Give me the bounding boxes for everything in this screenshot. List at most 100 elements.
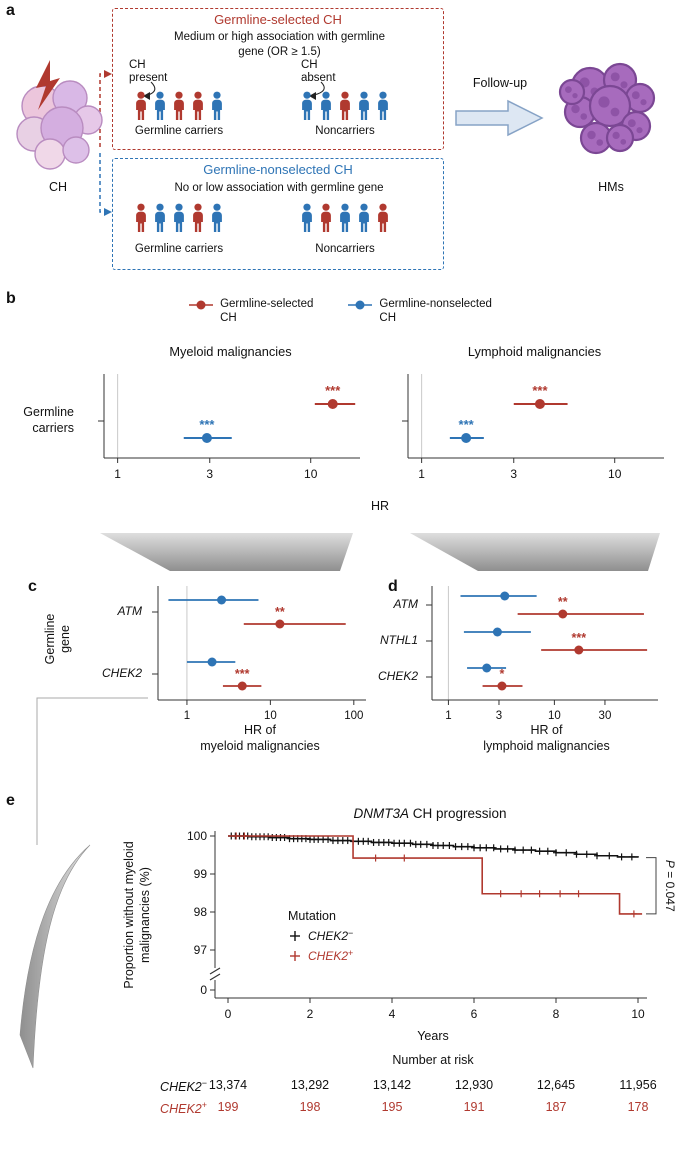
km-xlabel: Years bbox=[417, 1029, 449, 1043]
km-legend-label: CHEK2+ bbox=[308, 948, 353, 963]
person-icon bbox=[212, 91, 222, 120]
c-ylabel: Germline gene bbox=[43, 593, 73, 685]
risk-row-label: CHEK2+ bbox=[160, 1100, 207, 1117]
x-tick-label: 10 bbox=[608, 467, 622, 481]
x-tick-label: 10 bbox=[264, 710, 277, 722]
hm-cell-texture bbox=[627, 119, 636, 128]
person-body bbox=[359, 211, 369, 232]
carriers-people-group bbox=[133, 203, 225, 233]
hm-cell-texture bbox=[612, 131, 620, 140]
hm-cell-texture bbox=[631, 91, 640, 100]
hr-point bbox=[201, 433, 212, 443]
y-tick-label: 97 bbox=[194, 943, 208, 957]
significance-stars: *** bbox=[532, 383, 548, 398]
person-body bbox=[193, 99, 203, 120]
b-row-label: Germline carriers bbox=[23, 405, 74, 436]
person-body bbox=[321, 99, 331, 120]
person-head bbox=[303, 91, 311, 99]
km-ylabel: Proportion without myeloid malignancies … bbox=[121, 795, 155, 1035]
person-icon bbox=[155, 91, 165, 120]
person-icon bbox=[321, 203, 331, 232]
hr-point bbox=[500, 591, 510, 601]
person-icon bbox=[193, 91, 203, 120]
panel-label-c: c bbox=[28, 578, 37, 595]
person-icon bbox=[212, 203, 222, 232]
ch-cell-cluster bbox=[16, 60, 103, 170]
c-xlabel-line2: myeloid malignancies bbox=[200, 739, 320, 754]
panel-label-a: a bbox=[6, 2, 15, 19]
hms-cell-cluster bbox=[558, 62, 656, 155]
nonselected-box-title: Germline-nonselected CH bbox=[203, 162, 353, 177]
x-tick-label: 8 bbox=[553, 1007, 560, 1021]
y-tick-label: 99 bbox=[194, 867, 208, 881]
risk-count: 13,374 bbox=[208, 1078, 248, 1092]
selected-box-desc: Medium or high association with germline… bbox=[174, 31, 385, 58]
followup-label: Follow-up bbox=[472, 76, 528, 90]
risk-row-label: CHEK2− bbox=[160, 1078, 207, 1095]
risk-count: 195 bbox=[381, 1100, 403, 1114]
x-tick-label: 1 bbox=[114, 467, 121, 481]
fan-to-panel-c bbox=[100, 533, 353, 571]
hm-cell-texture bbox=[580, 113, 588, 120]
person-body bbox=[155, 211, 165, 232]
risk-count: 13,292 bbox=[290, 1078, 330, 1092]
gene-label: ATM bbox=[393, 597, 418, 611]
pvalue-label: P = 0.047 bbox=[663, 860, 677, 912]
person-body bbox=[193, 211, 203, 232]
hr-point bbox=[217, 595, 227, 605]
y-tick-label: 100 bbox=[187, 829, 207, 843]
hr-point bbox=[497, 681, 507, 691]
significance-stars: *** bbox=[572, 631, 587, 645]
followup-arrow bbox=[455, 99, 544, 137]
noncarriers-people-group bbox=[299, 91, 391, 121]
person-icon bbox=[302, 91, 312, 120]
myeloid-title: Myeloid malignancies bbox=[169, 344, 292, 359]
ch-absent-arrow bbox=[313, 81, 325, 96]
hm-cell-texture bbox=[640, 99, 647, 106]
km-title-rest: CH progression bbox=[408, 806, 507, 821]
b-xlabel: HR bbox=[370, 499, 390, 513]
c-ylabel-line2: gene bbox=[58, 625, 72, 653]
hm-cell-texture bbox=[571, 104, 580, 114]
lymphoid-forest-plot: 1 3 10 *** *** bbox=[402, 374, 664, 481]
x-tick-label: 0 bbox=[225, 1007, 232, 1021]
x-tick-label: 2 bbox=[307, 1007, 314, 1021]
person-icon bbox=[136, 91, 146, 120]
axis-break-mark bbox=[209, 973, 221, 981]
gene-label: NTHL1 bbox=[379, 633, 418, 647]
person-head bbox=[322, 203, 330, 211]
legend-marker bbox=[348, 300, 373, 310]
person-head bbox=[194, 203, 202, 211]
hm-cell-texture bbox=[565, 86, 572, 93]
x-tick-label: 1 bbox=[418, 467, 425, 481]
person-head bbox=[360, 203, 368, 211]
hr-point bbox=[574, 645, 584, 655]
person-icon bbox=[359, 203, 369, 232]
person-icon bbox=[136, 203, 146, 232]
noncarriers-people-group bbox=[299, 203, 391, 233]
person-head bbox=[379, 91, 387, 99]
gene-superscript: − bbox=[348, 928, 353, 938]
person-head bbox=[175, 203, 183, 211]
d-xlabel-line2: lymphoid malignancies bbox=[483, 739, 610, 754]
germline-nonselected-box: Germline-nonselected CH No or low associ… bbox=[112, 158, 444, 270]
risk-count: 198 bbox=[299, 1100, 321, 1114]
legend-item: Germline-nonselected CH bbox=[347, 297, 492, 326]
hms-label: HMs bbox=[598, 180, 624, 194]
x-tick-label: 1 bbox=[184, 710, 190, 722]
person-body bbox=[340, 99, 350, 120]
myeloid-forest-plot: 1 3 10 *** *** bbox=[98, 374, 360, 481]
hr-point bbox=[482, 663, 492, 673]
x-tick-label: 30 bbox=[599, 710, 612, 722]
hm-cell-texture bbox=[596, 139, 604, 146]
person-head bbox=[137, 203, 145, 211]
ch-present-arrowhead bbox=[143, 92, 150, 100]
person-body bbox=[174, 99, 184, 120]
person-icon bbox=[359, 91, 369, 120]
person-body bbox=[302, 99, 312, 120]
hm-cell bbox=[588, 84, 632, 128]
nonselected-box-desc: No or low association with germline gene bbox=[174, 182, 384, 194]
risk-count: 12,930 bbox=[454, 1078, 494, 1092]
person-icon bbox=[378, 91, 388, 120]
hm-cell-texture bbox=[610, 107, 620, 117]
